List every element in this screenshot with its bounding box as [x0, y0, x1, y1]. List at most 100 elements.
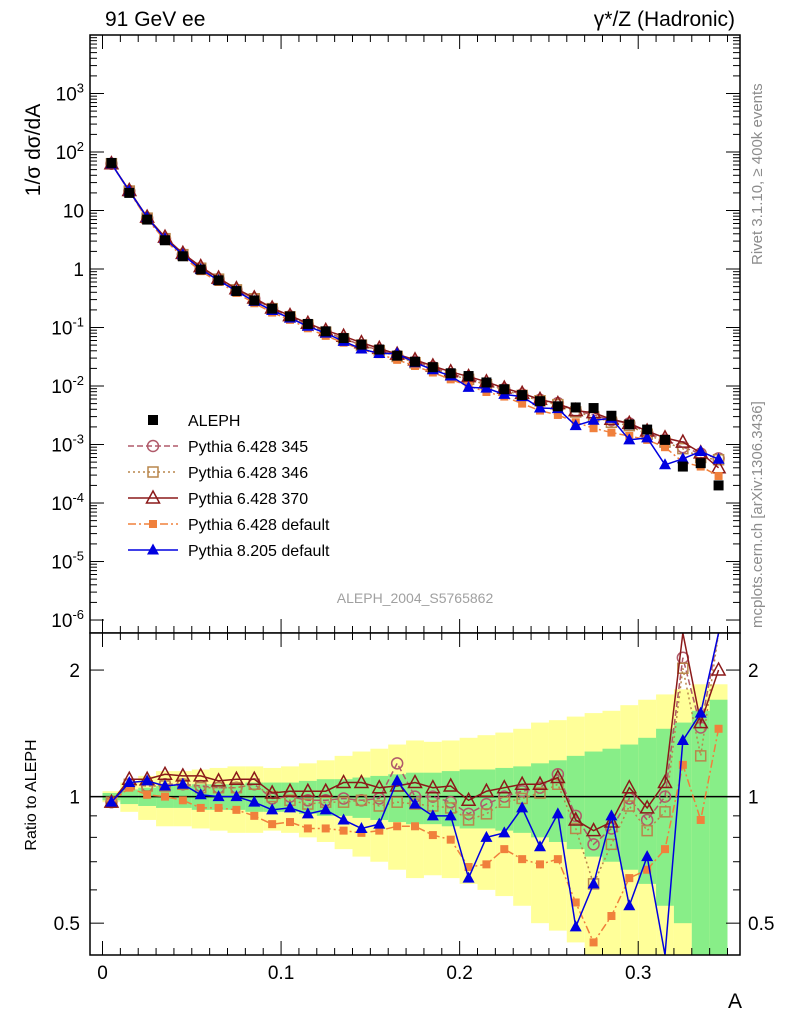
ratio-point-pdefault	[375, 826, 384, 835]
ratio-y-tick-label-left: 0.5	[54, 914, 80, 935]
ratio-point-pdefault	[411, 822, 419, 831]
ratio-frame	[89, 632, 741, 956]
ratio-point-p370	[425, 779, 441, 794]
ratio-point-pdefault	[696, 815, 705, 824]
main-point-aleph	[588, 403, 599, 414]
ratio-point-p8	[373, 817, 386, 829]
ratio-point-pdefault	[232, 805, 241, 814]
ratio-point-p370	[317, 782, 334, 797]
ratio-band-green	[531, 763, 549, 838]
main-point-aleph	[231, 286, 242, 297]
ratio-line-p370	[110, 632, 720, 832]
ratio-point-pdefault	[178, 796, 187, 805]
ratio-axes: 0.5 0.5 1 1 2 2 0 0.1 0.2 0.3	[54, 632, 774, 984]
legend-marker-pdefault	[149, 520, 157, 528]
legend-label: Pythia 6.428 370	[188, 491, 308, 508]
ratio-point-pdefault	[250, 811, 259, 820]
ratio-point-p370	[514, 775, 530, 791]
ratio-point-pdefault	[393, 822, 402, 831]
main-point-pdefault	[589, 424, 598, 433]
ratio-series-p8	[105, 632, 720, 956]
legend-marker-p8	[147, 543, 159, 555]
x-tick-label: 0.1	[268, 963, 294, 984]
main-point-aleph	[713, 480, 724, 491]
ratio-point-p8	[230, 790, 243, 802]
main-point-aleph	[695, 458, 706, 469]
ratio-point-pdefault	[571, 898, 580, 907]
ratio-point-p370	[210, 772, 227, 787]
main-point-p8	[587, 413, 600, 425]
main-point-aleph	[552, 401, 563, 412]
ratio-point-p8	[355, 821, 368, 833]
ratio-point-p370	[532, 775, 548, 791]
ratio-point-p346	[391, 796, 403, 808]
ratio-point-p8	[301, 807, 314, 819]
ratio-point-p8	[462, 871, 475, 883]
ratio-y-tick-label-right: 2	[748, 661, 759, 682]
x-tick-label: 0.3	[625, 963, 651, 984]
ratio-point-pdefault	[428, 831, 437, 840]
ratio-band-green	[495, 767, 514, 831]
main-point-aleph	[267, 303, 278, 314]
ratio-point-p8	[212, 790, 225, 802]
ratio-point-p370	[157, 765, 173, 781]
ratio-point-p370	[603, 813, 620, 828]
main-point-aleph	[642, 424, 653, 435]
ratio-point-p370	[710, 661, 727, 676]
ratio-point-p346	[337, 796, 350, 808]
main-plot-area	[90, 35, 740, 633]
ratio-point-pdefault	[714, 724, 723, 733]
x-tick-label: 0.2	[446, 963, 472, 984]
ratio-point-p346	[641, 824, 653, 837]
ratio-point-pdefault	[482, 860, 491, 869]
main-y-axis-label: 1/σ dσ/dA	[22, 104, 45, 196]
ratio-series-pdefault	[107, 724, 723, 947]
main-point-aleph	[338, 333, 349, 344]
ratio-point-p370	[300, 782, 316, 797]
legend-entry: Pythia 6.428 345	[128, 439, 308, 456]
ratio-band-green	[459, 769, 478, 829]
ratio-point-p345	[426, 790, 440, 803]
ratio-line-p346	[110, 632, 720, 886]
main-point-aleph	[320, 326, 331, 337]
ratio-point-p8	[551, 807, 564, 819]
ratio-point-p346	[534, 787, 546, 799]
ratio-series	[103, 632, 727, 956]
main-point-pdefault	[661, 443, 669, 452]
ratio-point-p370	[228, 770, 245, 785]
ratio-point-p370	[371, 779, 388, 794]
main-point-aleph	[499, 384, 510, 395]
ratio-point-p370	[550, 768, 566, 784]
ratio-point-pdefault	[125, 783, 134, 792]
ratio-point-pdefault	[303, 824, 312, 833]
main-point-p8	[462, 380, 475, 392]
x-tick-label: 0	[97, 963, 108, 984]
main-y-tick-label: 103	[56, 81, 84, 106]
main-y-tick-label: 10-2	[51, 373, 84, 398]
ratio-point-pdefault	[446, 835, 455, 844]
ratio-point-p345	[605, 822, 618, 835]
ratio-point-p345	[658, 790, 672, 803]
ratio-point-pdefault	[268, 820, 277, 829]
main-y-tick-label: 10	[63, 202, 84, 223]
ratio-point-p8	[123, 776, 136, 788]
ratio-point-p370	[657, 773, 673, 789]
main-point-p8	[694, 444, 707, 456]
ratio-point-p345	[515, 784, 529, 798]
analysis-id-label: ALEPH_2004_S5765862	[337, 590, 494, 606]
ratio-point-p346	[498, 796, 511, 808]
main-point-aleph	[124, 187, 135, 198]
main-point-aleph	[624, 419, 635, 430]
main-series-aleph	[106, 157, 724, 491]
ratio-point-p370	[567, 811, 584, 826]
main-point-aleph	[285, 311, 295, 322]
ratio-point-p370	[353, 773, 370, 789]
ratio-point-pdefault	[607, 912, 616, 921]
ratio-point-p346	[480, 808, 493, 820]
legend-marker-p346	[147, 466, 159, 478]
main-point-p8	[712, 452, 725, 464]
main-point-aleph	[427, 362, 438, 373]
ratio-point-p346	[694, 750, 707, 762]
legend-entry: Pythia 6.428 346	[128, 465, 308, 482]
